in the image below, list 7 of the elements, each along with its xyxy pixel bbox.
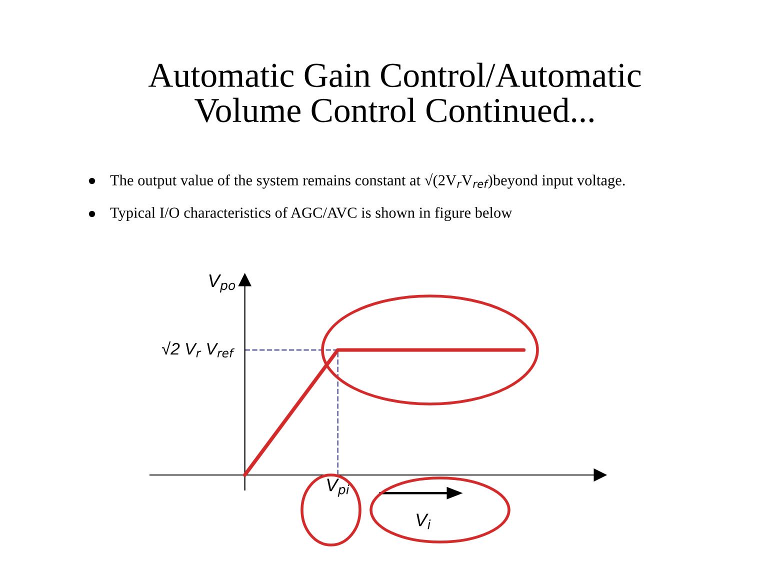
text: Typical I/O characteristics of AGC/AVC is shown in figure below (110, 206, 512, 222)
text: V$_{pi}$ (327, 478, 350, 497)
text: The output value of the system remains constant at √(2V$_{r}$V$_{ref}$)beyond input voltage. (110, 173, 625, 189)
y-axis-title: V$_{po}$ (209, 274, 236, 293)
x-axis-title: V$_{i}$ (416, 514, 431, 530)
ref-line-label: √2 V$_{r}$ V$_{ref}$ (162, 341, 235, 358)
chart-title: Automatic Gain Control/Automatic Volume Control Continued... (148, 62, 641, 122)
